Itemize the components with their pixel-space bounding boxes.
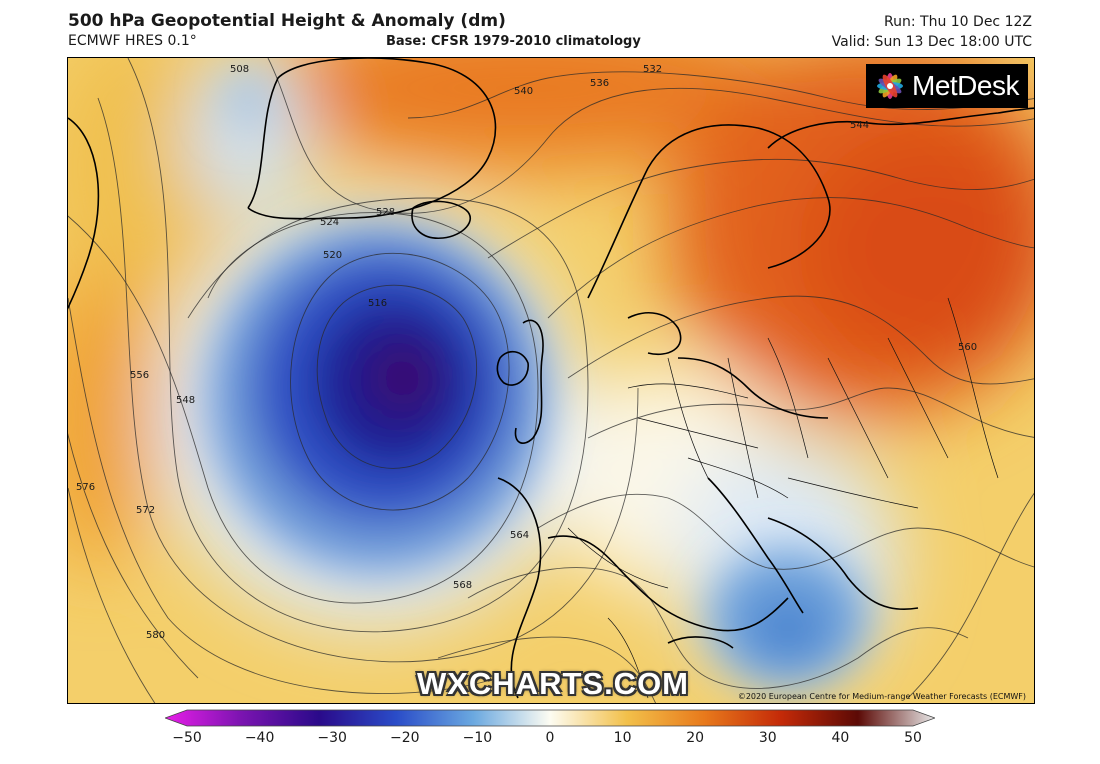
contour-label: 536 xyxy=(590,78,609,89)
contour-label: 544 xyxy=(850,120,869,131)
height-contours xyxy=(68,58,1034,703)
header-right: Run: Thu 10 Dec 12Z Valid: Sun 13 Dec 18… xyxy=(832,12,1032,52)
contour-label: 540 xyxy=(514,86,533,97)
contour-label: 560 xyxy=(958,342,977,353)
colorbar-tick-label: 20 xyxy=(686,730,705,746)
contour-label: 520 xyxy=(323,250,342,261)
contour-labels: 508 516 520 524 528 532 536 540 544 548 … xyxy=(76,64,977,641)
contour-label: 524 xyxy=(320,217,339,228)
run-time: Run: Thu 10 Dec 12Z xyxy=(884,14,1032,30)
colorbar-tick-label: −10 xyxy=(462,730,493,746)
colorbar-tick-label: 0 xyxy=(545,730,555,746)
contour-label: 564 xyxy=(510,530,529,541)
map-canvas: 508 516 520 524 528 532 536 540 544 548 … xyxy=(68,58,1034,703)
chart-title: 500 hPa Geopotential Height & Anomaly (d… xyxy=(68,11,506,31)
contour-label: 568 xyxy=(453,580,472,591)
colorbar-tick-labels: −50 −40 −30 −20 −10 0 10 20 30 40 50 xyxy=(0,730,1100,754)
contour-label: 508 xyxy=(230,64,249,75)
logo-text: MetDesk xyxy=(912,70,1019,101)
metdesk-logo: MetDesk xyxy=(866,64,1028,108)
colorbar-gradient xyxy=(165,709,935,727)
colorbar-tick-label: 10 xyxy=(613,730,632,746)
contour-label: 576 xyxy=(76,482,95,493)
contour-label: 556 xyxy=(130,370,149,381)
anomaly-map[interactable]: 508 516 520 524 528 532 536 540 544 548 … xyxy=(67,57,1035,704)
contour-label: 516 xyxy=(368,298,387,309)
coastlines xyxy=(68,58,1034,699)
colorbar-tick-label: −20 xyxy=(390,730,420,746)
model-label: ECMWF HRES 0.1° xyxy=(68,33,197,49)
contour-label: 532 xyxy=(643,64,662,75)
copyright-notice: ©2020 European Centre for Medium-range W… xyxy=(737,692,1026,701)
climatology-base: Base: CFSR 1979-2010 climatology xyxy=(386,34,641,49)
contour-label: 528 xyxy=(376,207,395,218)
colorbar-tick-label: 50 xyxy=(904,730,922,746)
contour-label: 572 xyxy=(136,505,155,516)
contour-label: 580 xyxy=(146,630,165,641)
metdesk-flower-icon xyxy=(877,73,903,99)
anomaly-colorbar xyxy=(165,709,935,727)
wxcharts-watermark: WXCHARTS.COM xyxy=(416,666,690,701)
colorbar-tick-label: 40 xyxy=(831,730,850,746)
colorbar-tick-label: −40 xyxy=(244,730,275,746)
colorbar-tick-label: 30 xyxy=(758,730,777,746)
colorbar-tick-label: −30 xyxy=(317,730,347,746)
colorbar-tick-label: −50 xyxy=(172,730,202,746)
valid-time: Valid: Sun 13 Dec 18:00 UTC xyxy=(831,34,1032,50)
header-left: 500 hPa Geopotential Height & Anomaly (d… xyxy=(68,10,506,50)
country-borders xyxy=(567,297,999,699)
contour-label: 548 xyxy=(176,395,195,406)
